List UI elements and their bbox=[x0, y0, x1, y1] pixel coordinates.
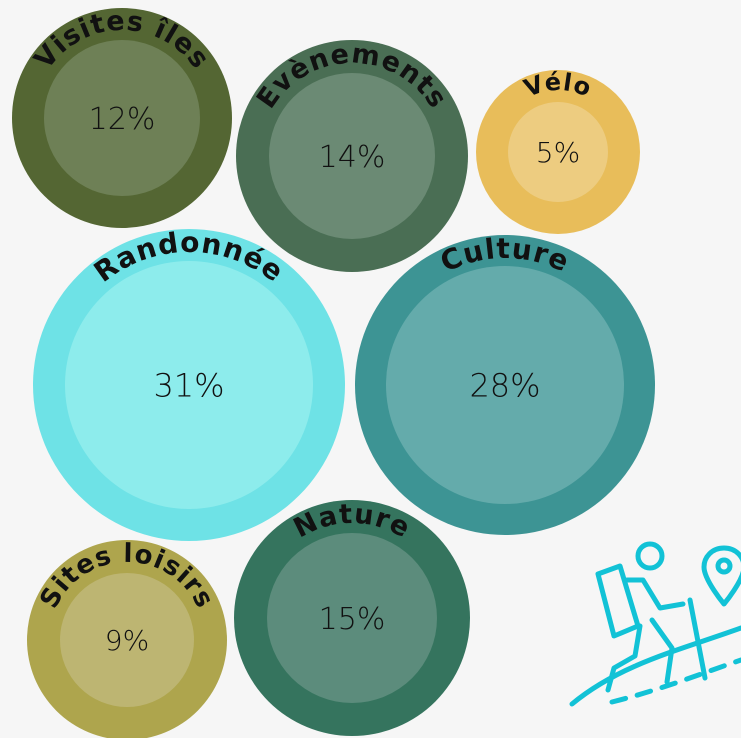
bubble-value-sites-loisirs: 9% bbox=[105, 624, 149, 657]
bubble-inner-nature bbox=[267, 533, 437, 703]
bubble-value-culture: 28% bbox=[469, 367, 540, 405]
bubble-value-randonnee: 31% bbox=[153, 367, 224, 405]
bubble-inner-randonnee bbox=[65, 261, 313, 509]
hiker-icon bbox=[569, 541, 741, 707]
bubble-inner-velo bbox=[508, 102, 608, 202]
bubble-sites-loisirs: 9%Sites loisirs bbox=[27, 539, 227, 738]
bubble-inner-evenements bbox=[269, 73, 435, 239]
bubble-randonnee: 31%Randonnée bbox=[33, 226, 345, 541]
bubble-value-velo: 5% bbox=[536, 136, 580, 169]
bubble-nature: 15%Nature bbox=[234, 499, 470, 736]
bubble-culture: 28%Culture bbox=[355, 232, 655, 535]
bubble-visites-iles: 12%Visites îles bbox=[12, 6, 232, 228]
bubble-value-visites-iles: 12% bbox=[89, 102, 156, 137]
bubble-inner-visites-iles bbox=[44, 40, 200, 196]
bubble-evenements: 14%Evènements bbox=[236, 38, 468, 272]
bubble-inner-sites-loisirs bbox=[60, 573, 194, 707]
bubble-value-evenements: 14% bbox=[319, 140, 386, 175]
bubble-velo: 5%Vélo bbox=[476, 68, 640, 234]
bubble-inner-culture bbox=[386, 266, 624, 504]
bubble-value-nature: 15% bbox=[319, 602, 386, 637]
